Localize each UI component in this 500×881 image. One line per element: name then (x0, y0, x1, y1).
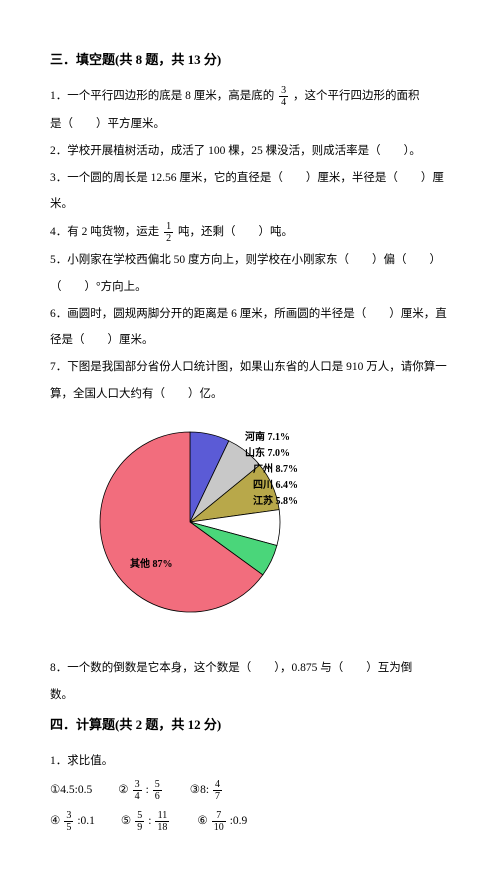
q8a: 8．一个数的倒数是它本身，这个数是（ ），0.875 与（ ）互为倒 (50, 658, 450, 679)
pie-label: 四川 6.4% (253, 479, 298, 491)
r1b-sep: : (146, 780, 149, 801)
r1c: ③8: 47 (190, 779, 224, 802)
r1a: ①4.5:0.5 (50, 779, 92, 802)
q5a: 5．小刚家在学校西偏北 50 度方向上，则学校在小刚家东（ ）偏（ ） (50, 250, 450, 271)
q1: 1．一个平行四边形的底是 8 厘米，高是底的 34 ，这个平行四边形的面积 (50, 85, 450, 108)
r1b: ② 34 : 56 (118, 779, 164, 802)
q6a: 6．画圆时，圆规两脚分开的距离是 6 厘米，所画圆的半径是（ ）厘米，直 (50, 304, 450, 325)
pie-label: 河南 7.1% (245, 430, 290, 443)
r1b-prefix: ② (118, 780, 128, 801)
q4a: 4．有 2 吨货物，运走 (50, 226, 162, 238)
frac-1-2: 12 (164, 221, 173, 244)
q4: 4．有 2 吨货物，运走 12 吨，还剩（ ）吨。 (50, 221, 450, 244)
r2c: ⑥ 710 :0.9 (197, 810, 247, 833)
pie-label: 其他 87% (130, 557, 173, 570)
q8b: 数。 (50, 685, 450, 706)
r2a: ④ 35 :0.1 (50, 810, 95, 833)
pie-chart: 河南 7.1% 山东 7.0% 广州 8.7% 四川 6.4% 江苏 5.8% 其他 87… (80, 422, 450, 630)
q7a: 7．下图是我国部分省份人口统计图，如果山东省的人口是 910 万人，请你算一 (50, 357, 450, 378)
r2a-suffix: :0.1 (77, 811, 95, 832)
r2c-suffix: :0.9 (230, 811, 248, 832)
pie-label: 山东 7.0% (245, 446, 290, 459)
q6b: 径是（ ）厘米。 (50, 330, 450, 351)
r2c-f: 710 (212, 810, 226, 833)
r1b-f2: 56 (153, 779, 162, 802)
r2a-prefix: ④ (50, 811, 60, 832)
s4-q1: 1．求比值。 (50, 751, 450, 772)
r2b-sep: : (148, 811, 151, 832)
q3b: 米。 (50, 194, 450, 215)
ratio-row-2: ④ 35 :0.1 ⑤ 59 : 1118 ⑥ 710 :0.9 (50, 810, 450, 833)
section4-title: 四．计算题(共 2 题，共 12 分) (50, 713, 450, 736)
r2b: ⑤ 59 : 1118 (121, 810, 172, 833)
q1b: ，这个平行四边形的面积 (293, 91, 420, 103)
ratio-row-1: ①4.5:0.5 ② 34 : 56 ③8: 47 (50, 779, 450, 802)
r2b-f2: 1118 (155, 810, 169, 833)
r2a-f: 35 (64, 810, 73, 833)
q5b: （ ）°方向上。 (50, 277, 450, 298)
r2b-prefix: ⑤ (121, 811, 131, 832)
q1c: 是（ ）平方厘米。 (50, 114, 450, 135)
r2c-prefix: ⑥ (197, 811, 207, 832)
section3-title: 三．填空题(共 8 题，共 13 分) (50, 48, 450, 71)
r1c-f: 47 (213, 779, 222, 802)
r1b-f1: 34 (133, 779, 142, 802)
q2: 2．学校开展植树活动，成活了 100 棵，25 棵没活，则成活率是（ ）。 (50, 141, 450, 162)
q7b: 算，全国人口大约有（ ）亿。 (50, 384, 450, 405)
r2b-f1: 59 (135, 810, 144, 833)
pie-label: 广州 8.7% (253, 462, 298, 475)
q1a: 1．一个平行四边形的底是 8 厘米，高是底的 (50, 91, 277, 103)
q3a: 3．一个圆的周长是 12.56 厘米，它的直径是（ ）厘米，半径是（ ）厘 (50, 168, 450, 189)
q4b: 吨，还剩（ ）吨。 (178, 226, 293, 238)
frac-3-4: 34 (279, 85, 288, 108)
pie-label: 江苏 5.8% (253, 494, 298, 507)
r1c-prefix: ③8: (190, 780, 209, 801)
